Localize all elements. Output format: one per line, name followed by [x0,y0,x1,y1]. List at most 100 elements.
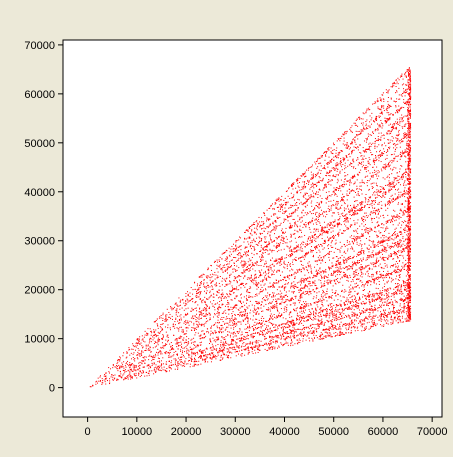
data-point [325,316,327,318]
data-point [309,281,311,283]
data-point [395,128,397,130]
data-point [404,155,406,157]
data-point [392,126,394,128]
data-point [404,73,406,75]
data-point [311,177,313,179]
data-point [364,128,366,130]
data-point [268,225,270,227]
data-point [382,94,384,96]
data-point [247,255,249,257]
data-point [229,351,231,353]
data-point [365,121,367,123]
data-point [398,98,400,100]
data-point [239,245,241,247]
data-point [398,312,399,314]
data-point [323,229,325,231]
data-point [383,250,385,252]
data-point [339,162,341,164]
data-point [405,123,407,125]
data-point [347,250,349,252]
data-point [312,340,314,342]
data-point [175,309,177,311]
data-point [256,220,258,222]
data-point [350,308,352,310]
data-point [198,296,200,298]
data-point [325,186,327,188]
data-point [288,187,290,189]
data-point [205,302,206,304]
data-point [193,343,195,345]
data-point [361,166,363,168]
data-point [304,205,306,207]
data-point [210,347,212,349]
data-point [400,208,402,210]
data-point [370,145,372,147]
data-point [189,300,191,302]
data-point [300,278,302,280]
data-point [178,363,180,365]
data-point [259,232,261,234]
data-point [305,175,307,177]
data-point [192,315,194,317]
data-point [406,140,408,142]
data-point [401,93,403,95]
data-point [386,276,388,278]
data-point [330,180,332,182]
data-point [241,315,243,317]
data-point [360,161,362,163]
data-point [235,307,237,309]
data-point [392,321,394,323]
data-point [101,382,103,384]
data-point [403,281,405,283]
data-point [248,330,250,332]
data-point [331,239,333,241]
data-point [229,292,231,294]
data-point [346,279,348,281]
data-point [406,133,408,135]
data-point [374,128,376,130]
data-point [352,326,354,328]
data-point [247,261,249,263]
data-point [290,343,292,345]
data-point [275,199,277,201]
data-point [263,249,265,251]
data-point [389,239,391,241]
data-point [389,104,391,106]
data-point [336,274,338,276]
data-point [316,211,318,213]
data-point [349,297,351,299]
data-point [131,377,133,379]
data-point [301,216,303,218]
data-point [351,319,353,321]
data-point [339,311,341,313]
data-point [340,160,342,162]
data-point [333,149,335,151]
data-point [390,105,392,107]
data-point [352,167,354,169]
data-point [157,369,159,371]
data-point [293,194,295,196]
data-point [330,231,332,233]
data-point [401,150,403,152]
data-point [246,314,248,316]
data-point [376,216,378,218]
data-point [393,81,395,83]
data-point [350,288,352,290]
data-point [400,210,402,212]
data-point [333,314,335,316]
data-point [387,298,389,300]
data-point [375,156,377,158]
data-point [193,363,195,365]
data-point [113,378,115,380]
data-point [382,125,384,127]
data-point [376,259,378,261]
data-point [243,311,245,313]
data-point [378,265,380,267]
data-point [203,282,205,284]
data-point [311,177,313,179]
data-point [363,311,365,313]
data-point [255,344,257,346]
data-point [408,251,410,253]
data-point [243,296,245,298]
data-point [275,227,277,229]
